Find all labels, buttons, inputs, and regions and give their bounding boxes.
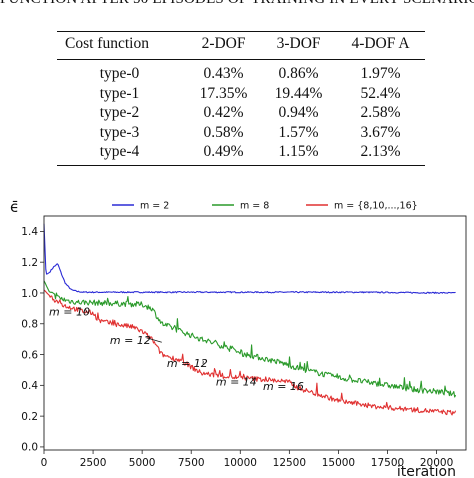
cell: 0.42% xyxy=(203,104,244,121)
x-tick-label: 7500 xyxy=(178,457,205,469)
y-tick-label: 1.0 xyxy=(21,288,38,300)
cell: 0.58% xyxy=(203,123,244,141)
x-tick-label: 10000 xyxy=(224,457,257,469)
cell: type-1 xyxy=(99,84,140,102)
cell: type-2 xyxy=(99,104,140,121)
legend-label: m = 2 xyxy=(140,201,169,212)
series-line xyxy=(43,280,457,398)
header-3dof: 3-DOF xyxy=(261,31,337,60)
plot-frame xyxy=(43,215,467,451)
cell: 1.57% xyxy=(278,123,319,141)
table-header-row: Cost function 2-DOF 3-DOF 4-DOF A xyxy=(57,31,425,60)
table-row: type-0 0.43% 0.86% 1.97% xyxy=(57,60,425,84)
cell: 1.15% xyxy=(261,142,337,166)
cell: 3.67% xyxy=(360,123,401,141)
cell: 0.43% xyxy=(203,65,244,82)
legend-label: m = 8 xyxy=(240,201,269,212)
y-tick-label: 0.8 xyxy=(21,319,38,331)
cell: type-4 xyxy=(57,142,187,166)
results-table: Cost function 2-DOF 3-DOF 4-DOF A type-0… xyxy=(57,31,425,166)
annotation-label: m = 14 xyxy=(216,375,257,388)
annotation-arrow xyxy=(146,337,162,343)
training-error-chart: 0 2500 5000 7500 10000 12500 15000 17500 20000 0.… xyxy=(10,198,467,478)
y-tick-label: 1.4 xyxy=(21,226,38,238)
x-tick-label: 2500 xyxy=(80,457,107,469)
y-tick-label: 1.2 xyxy=(21,257,38,269)
cell: 0.94% xyxy=(278,104,319,121)
table-row: type-4 0.49% 1.15% 2.13% xyxy=(57,142,425,166)
x-tick-label: 15000 xyxy=(322,457,355,469)
cell: 17.35% xyxy=(199,84,248,102)
x-tick-label: 12500 xyxy=(273,457,306,469)
y-tick-label: 0.0 xyxy=(21,442,38,454)
x-tick-label: 5000 xyxy=(129,457,156,469)
table-row: type-1 17.35% 19.44% 52.4% xyxy=(57,84,425,104)
x-axis-label: iteration xyxy=(397,464,456,478)
annotation-arrow xyxy=(85,309,88,314)
x-tick-label: 17500 xyxy=(371,457,404,469)
y-tick-label: 0.2 xyxy=(21,411,38,423)
cell: 1.97% xyxy=(360,65,401,82)
annotation-label: m = 12 xyxy=(167,357,208,370)
series-line xyxy=(43,223,456,294)
cell: 0.86% xyxy=(278,65,319,82)
table-row: type-3 0.58% 1.57% 3.67% xyxy=(57,123,425,143)
annotation-label: m = 16 xyxy=(263,380,304,393)
annotation-label: m = 10 xyxy=(49,305,90,318)
x-tick-label: 20000 xyxy=(420,457,453,469)
y-tick-label: 0.6 xyxy=(21,349,38,361)
y-tick-label: 0.4 xyxy=(21,380,38,392)
cell: 52.4% xyxy=(360,84,401,102)
header-2dof: 2-DOF xyxy=(186,31,262,60)
x-tick-label: 0 xyxy=(41,457,48,469)
legend-label: m = {8,10,...,16} xyxy=(334,201,418,212)
header-cost-function: Cost function xyxy=(57,31,187,60)
annotation-arrow xyxy=(299,381,302,385)
cell: 0.49% xyxy=(186,142,262,166)
table-row: type-2 0.42% 0.94% 2.58% xyxy=(57,103,425,123)
cell: type-3 xyxy=(99,123,140,141)
cell: 2.58% xyxy=(360,104,401,121)
cell: 2.13% xyxy=(336,142,425,166)
y-axis-label: ϵ̄ xyxy=(10,198,19,216)
table-caption: FUNCTION AFTER 50 EPISODES OF TRAINING I… xyxy=(0,0,474,8)
series-line xyxy=(43,289,457,416)
cell: 19.44% xyxy=(274,84,323,102)
header-4dof-a: 4-DOF A xyxy=(336,31,425,60)
annotation-label: m = 12 xyxy=(110,334,151,347)
cell: type-0 xyxy=(99,65,140,82)
